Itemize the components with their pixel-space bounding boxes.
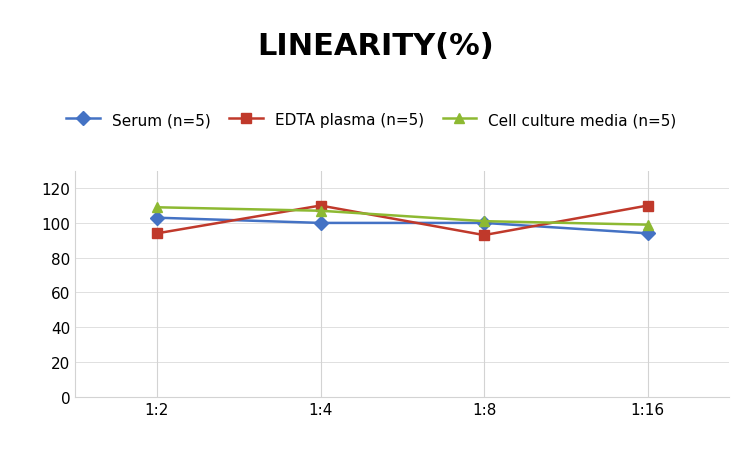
- Legend: Serum (n=5), EDTA plasma (n=5), Cell culture media (n=5): Serum (n=5), EDTA plasma (n=5), Cell cul…: [60, 107, 683, 134]
- Cell culture media (n=5): [643, 222, 652, 228]
- Cell culture media (n=5): [153, 205, 162, 211]
- Serum (n=5): [643, 231, 652, 236]
- EDTA plasma (n=5): [643, 203, 652, 209]
- Line: EDTA plasma (n=5): EDTA plasma (n=5): [152, 201, 653, 240]
- EDTA plasma (n=5): [316, 203, 325, 209]
- Line: Serum (n=5): Serum (n=5): [152, 213, 653, 239]
- Line: Cell culture media (n=5): Cell culture media (n=5): [152, 203, 653, 230]
- Serum (n=5): [480, 221, 489, 226]
- EDTA plasma (n=5): [153, 231, 162, 236]
- Cell culture media (n=5): [480, 219, 489, 225]
- Serum (n=5): [153, 216, 162, 221]
- Cell culture media (n=5): [316, 208, 325, 214]
- EDTA plasma (n=5): [480, 233, 489, 238]
- Serum (n=5): [316, 221, 325, 226]
- Text: LINEARITY(%): LINEARITY(%): [258, 32, 494, 60]
